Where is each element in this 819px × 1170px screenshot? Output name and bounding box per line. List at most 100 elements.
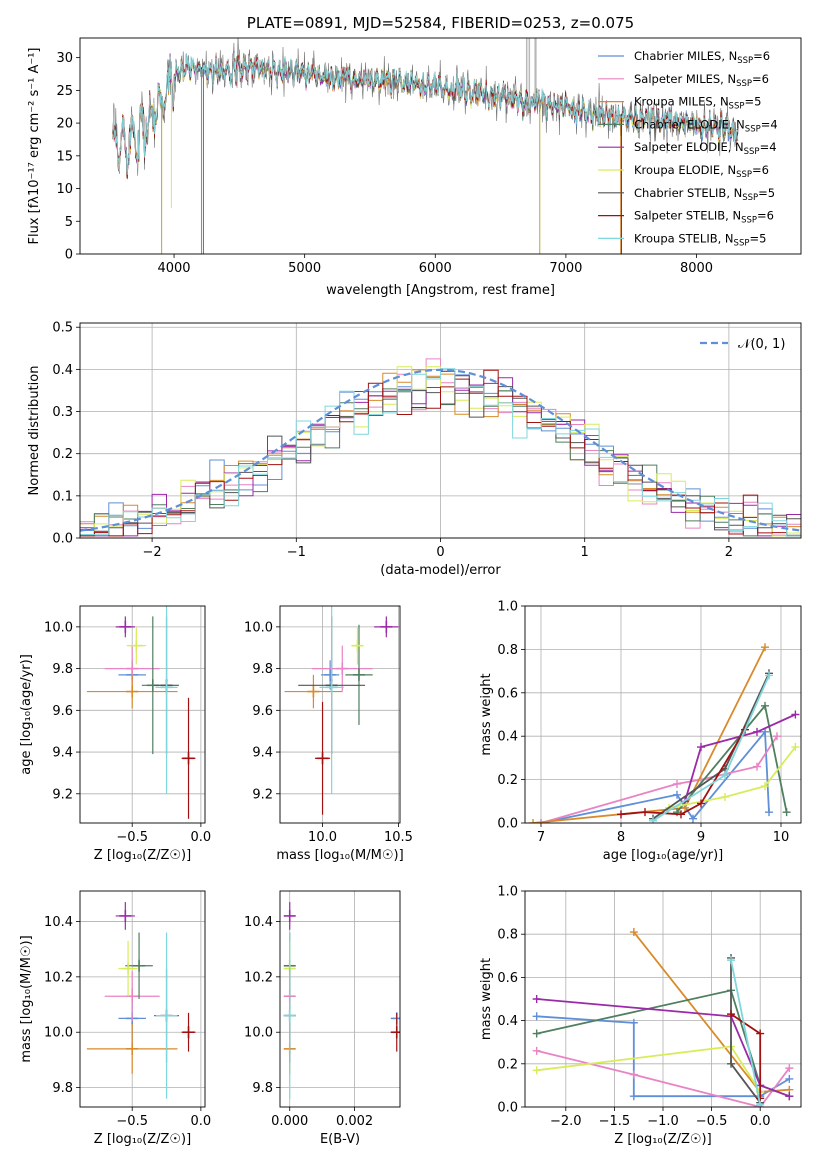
axes-frame [79,37,802,255]
plus-marker [773,732,781,741]
legend-label-sub: SSP [737,56,753,66]
plus-marker [756,1100,765,1107]
x-axis-label: mass [log₁₀(M/M☉)] [276,848,403,863]
y-tick-label: 9.8 [252,1081,273,1096]
plus-marker [677,810,685,819]
plus-marker [629,1018,638,1027]
plus-marker [761,782,769,791]
plus-marker [532,1029,541,1038]
legend-label-main: Chabrier ELODIE, N [634,117,745,131]
plus-marker [532,1066,541,1075]
y-tick-label: 10 [56,182,73,197]
weight-line-salpeter-elodie [684,713,796,802]
x-tick-label: −2.0 [550,1114,582,1129]
errorbar-point [284,674,343,709]
plot-area [112,38,739,254]
errorbar-point [115,902,135,930]
legend-label: 𝒩(0, 1) [738,337,785,352]
x-tick-label: −0.5 [116,1114,148,1129]
errorbar-point [104,971,160,1022]
axes-frame [279,890,401,1108]
y-tick-label: 9.6 [52,704,73,719]
legend-label-main: Chabrier MILES, N [634,49,737,63]
y-tick-label: 10.0 [44,620,73,635]
y-tick-label: 25 [56,84,73,99]
y-tick-label: 9.8 [52,1081,73,1096]
errorbar-point [118,940,138,997]
x-tick-label: 9 [697,830,705,845]
axes-frame [79,605,206,824]
x-tick-label: 0.0 [191,830,212,845]
errorbar-point [125,932,153,999]
panel-weight_vs_Z: −2.0 −1.5 −1.0 −0.5 0.0 0.0 0.2 0.4 0.6 0.8 1.0 Z [… [479,885,802,1147]
plus-marker [791,743,800,752]
plus-marker [649,816,657,823]
plus-marker [617,810,625,819]
legend-label-main: Kroupa STELIB, N [634,231,734,245]
plus-marker [673,790,681,799]
y-tick-label: 0.6 [497,971,518,986]
plus-marker [756,1029,765,1038]
errorbar-point [86,674,178,709]
x-tick-label: 8000 [680,261,713,276]
axes-frame [79,322,802,539]
plus-marker [753,762,761,771]
plot-area [532,928,794,1107]
legend-label-suffix: =4 [761,117,778,131]
axes-frame [524,890,802,1108]
y-tick-label: 0.4 [497,730,518,745]
axes-frame [79,890,206,1108]
errorbar-point [283,932,296,1099]
panel-mass_vs_Z: −0.5 0.0 9.8 10.0 10.2 10.4 Z [log₁₀(Z/Z☉)] mas… [19,890,211,1147]
errorbar-point [126,626,146,665]
plot-area [529,643,800,823]
x-tick-label: −1.0 [647,1114,679,1129]
y-tick-label: 0.1 [52,489,73,504]
y-tick-label: 9.8 [252,662,273,677]
plus-marker [721,792,729,801]
x-tick-label: 1 [581,545,589,560]
errorbar-point [86,1023,178,1074]
x-tick-label: 4000 [157,261,190,276]
y-axis-label: Flux [fλ10⁻¹⁷ erg cm⁻² s⁻¹ A⁻¹] [27,48,42,245]
plus-marker [782,808,791,817]
errorbar-point [181,697,196,819]
histogram-kroupa-stelib [80,368,801,537]
x-axis-label: E(B-V) [320,1132,360,1147]
x-tick-label: 0.0 [750,1114,771,1129]
legend-label: Salpeter STELIB, NSSP=6 [634,209,774,226]
x-tick-label: 0.002 [336,1114,373,1129]
legend-label-sub: SSP [736,79,752,89]
legend-label-suffix: =6 [757,209,774,223]
legend-label: Chabrier STELIB, NSSP=5 [634,186,775,203]
plus-marker [761,643,769,652]
legend-label: Kroupa ELODIE, NSSP=6 [634,163,769,180]
x-tick-label: −0.5 [116,830,148,845]
x-tick-label: 6000 [419,261,452,276]
legend-label-sub: SSP [745,124,761,134]
weight-line-salpeter-miles [536,1049,791,1107]
legend-label-suffix: =6 [753,49,770,63]
errorbar-point [155,932,178,1099]
x-tick-label: −1.5 [599,1114,631,1129]
x-tick-label: 8 [617,830,625,845]
legend-label-sub: SSP [729,102,745,112]
plus-marker [537,819,545,823]
plus-marker [785,1092,794,1101]
errorbar-point [155,606,178,794]
y-tick-label: 1.0 [497,885,518,900]
legend-label-suffix: =5 [749,231,766,245]
legend-label-main: Salpeter STELIB, N [634,209,741,223]
chart-title: PLATE=0891, MJD=52584, FIBERID=0253, z=0… [247,14,634,32]
y-axis-label: age [log₁₀(age/yr)] [19,654,34,775]
errorbar-point [351,626,364,665]
legend-label-sub: SSP [744,147,760,157]
legend-label-sub: SSP [741,216,757,226]
y-tick-label: 9.8 [52,662,73,677]
legend-label: Kroupa MILES, NSSP=5 [634,95,761,112]
legend-label-suffix: =5 [758,186,775,200]
legend-label-main: Chabrier STELIB, N [634,186,742,200]
y-tick-label: 0.8 [497,643,518,658]
x-tick-label: 2 [725,545,733,560]
